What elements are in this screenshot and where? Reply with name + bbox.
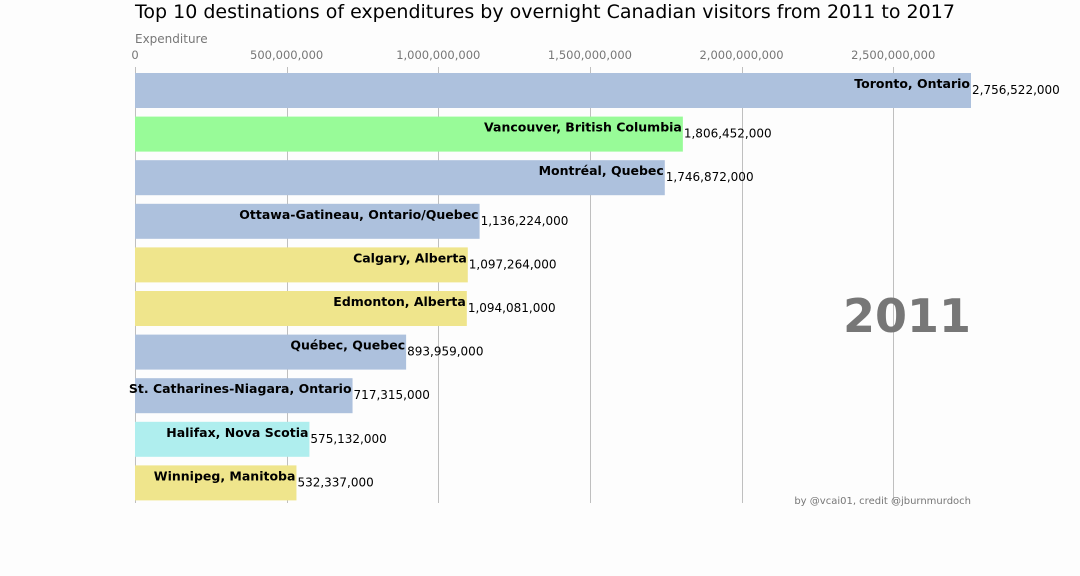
bar xyxy=(135,334,407,370)
x-tick-label: 0 xyxy=(131,48,138,62)
bar-value-label: 2,756,522,000 xyxy=(972,83,1060,97)
bar-value-label: 1,136,224,000 xyxy=(481,214,569,228)
bar-name-label: Montréal, Quebec xyxy=(539,163,664,178)
bar xyxy=(135,116,683,152)
bar xyxy=(135,378,353,414)
x-axis-label: Expenditure xyxy=(135,32,208,46)
credit-text: by @vcai01, credit @jburnmurdoch xyxy=(794,496,971,507)
bar xyxy=(135,247,468,283)
bar-value-label: 1,094,081,000 xyxy=(468,301,556,315)
bar-name-label: Calgary, Alberta xyxy=(353,250,467,265)
x-tick-labels: 0 500,000,000 1,000,000,000 1,500,000,000 2,… xyxy=(131,48,935,62)
bar-name-label: Halifax, Nova Scotia xyxy=(166,425,308,440)
bar-value-label: 893,959,000 xyxy=(407,345,483,359)
year-label: 2011 xyxy=(843,289,971,343)
bar xyxy=(135,421,310,457)
bar-name-label: Vancouver, British Columbia xyxy=(484,120,682,135)
bar-name-label: St. Catharines-Niagara, Ontario xyxy=(129,381,352,396)
bar-value-label: 575,132,000 xyxy=(310,432,386,446)
bar-value-label: 1,746,872,000 xyxy=(666,170,754,184)
bar-value-label: 1,097,264,000 xyxy=(469,257,557,271)
bar xyxy=(135,291,467,326)
chart-title: Top 10 destinations of expenditures by o… xyxy=(134,1,955,23)
bar-value-label: 1,806,452,000 xyxy=(684,127,772,141)
bar xyxy=(135,203,480,239)
bar-name-label: Winnipeg, Manitoba xyxy=(154,468,296,483)
bar-name-label: Edmonton, Alberta xyxy=(333,294,466,309)
x-tick-label: 1,500,000,000 xyxy=(548,48,632,62)
bar xyxy=(135,465,297,501)
bar-value-label: 532,337,000 xyxy=(297,475,373,489)
x-tick-label: 1,000,000,000 xyxy=(396,48,480,62)
bar xyxy=(135,160,665,196)
bar-name-label: Toronto, Ontario xyxy=(854,76,970,91)
bars: Toronto, Ontario 2,756,522,000 Vancouver, … xyxy=(129,73,1060,501)
bar-name-label: Ottawa-Gatineau, Ontario/Quebec xyxy=(239,207,478,222)
bar-value-label: 717,315,000 xyxy=(354,388,430,402)
bar xyxy=(135,73,971,108)
bar-name-label: Québec, Quebec xyxy=(290,338,405,353)
x-tick-label: 2,000,000,000 xyxy=(699,48,783,62)
x-tick-label: 500,000,000 xyxy=(250,48,323,62)
x-tick-label: 2,500,000,000 xyxy=(851,48,935,62)
